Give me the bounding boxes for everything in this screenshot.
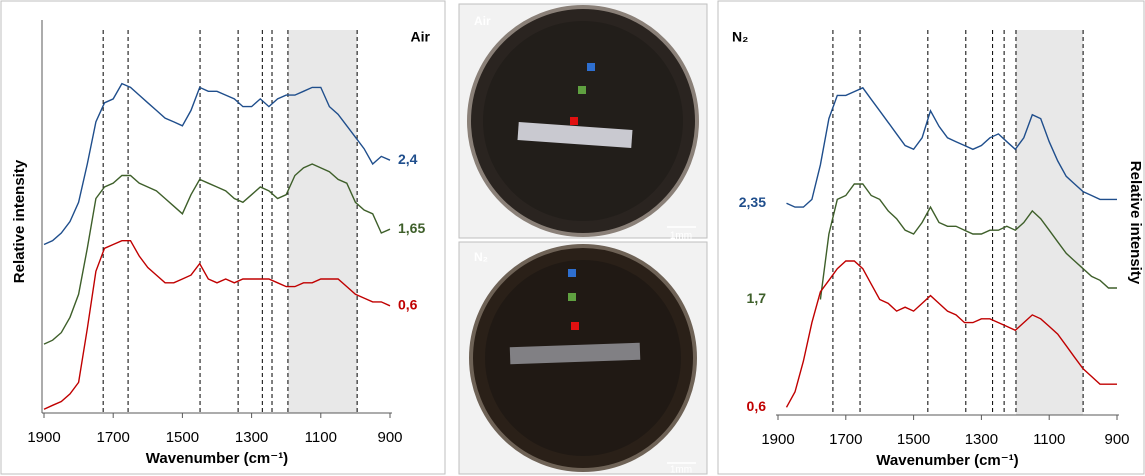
x-tick-label: 1500 — [166, 429, 199, 446]
shaded-region — [287, 30, 358, 413]
x-tick-label: 900 — [377, 429, 402, 446]
series-label: 2,35 — [739, 194, 766, 210]
x-tick-label: 1700 — [97, 429, 130, 446]
photo: Air 1mm — [458, 3, 708, 242]
x-tick-label: 900 — [1104, 431, 1129, 448]
x-axis-label: Wavenumber (cm⁻¹) — [876, 452, 1018, 469]
series-label: 2,4 — [398, 151, 418, 167]
shaded-region — [1015, 30, 1084, 415]
chart-title: Air — [411, 29, 431, 45]
panel-frame — [717, 0, 1145, 475]
x-tick-label: 1500 — [897, 431, 930, 448]
chart-title: N₂ — [732, 29, 748, 45]
spectrum-line — [43, 82, 391, 246]
x-tick-label: 1900 — [27, 429, 60, 446]
y-axis-label: Relative intensity — [1127, 161, 1144, 285]
y-axis-label: Relative intensity — [11, 159, 28, 283]
series-label: 0,6 — [747, 398, 767, 414]
panel-frame — [0, 0, 446, 475]
x-tick-label: 1700 — [829, 431, 862, 448]
x-tick-label: 1300 — [965, 431, 998, 448]
spectrum-line — [785, 260, 1117, 408]
spectrum-line — [819, 183, 1117, 300]
series-label: 1,7 — [747, 290, 767, 306]
scale-bar-label: 1mm — [670, 465, 692, 476]
photo: N₂ 1mm — [458, 241, 708, 476]
x-tick-label: 1300 — [235, 429, 268, 446]
photo-label: Air — [474, 14, 491, 28]
spectrum-line — [786, 86, 1117, 208]
x-axis-label: Wavenumber (cm⁻¹) — [146, 450, 288, 467]
x-tick-label: 1100 — [305, 429, 337, 446]
series-label: 0,6 — [398, 296, 418, 312]
spectrum-line — [43, 163, 391, 345]
x-tick-label: 1100 — [1033, 431, 1065, 448]
spectrum-line — [43, 240, 391, 410]
scale-bar-label: 1mm — [670, 231, 692, 242]
photo-label: N₂ — [474, 250, 488, 264]
x-tick-label: 1900 — [761, 431, 794, 448]
series-label: 1,65 — [398, 220, 425, 236]
